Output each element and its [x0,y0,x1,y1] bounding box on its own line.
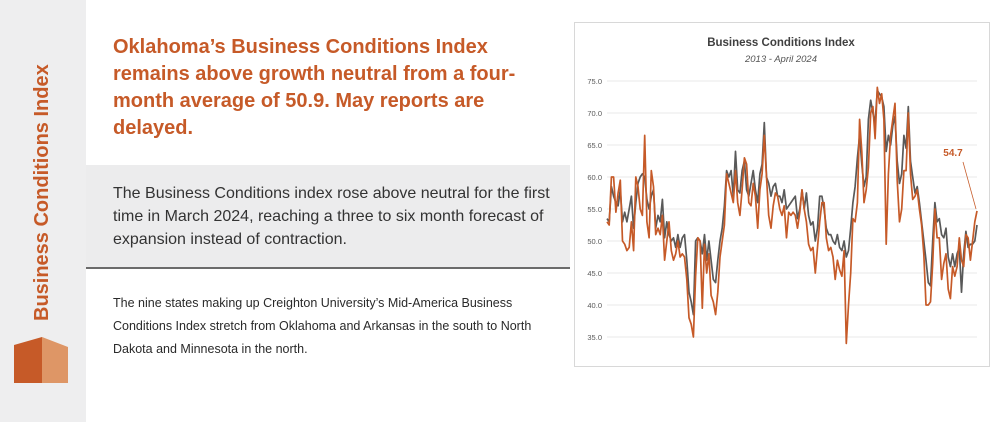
y-tick-label: 65.0 [587,141,602,150]
grid-lines [607,80,977,338]
y-tick-label: 75.0 [587,77,602,86]
chart-container: Business Conditions Index 2013 - April 2… [574,22,990,367]
headline-text-start: Oklahoma’s Business Conditions Index rem… [113,36,516,112]
headline-text-end: . May reports are delayed. [113,90,485,139]
series-line-2 [606,86,978,345]
callout-text: The Business Conditions index rose above… [113,185,550,248]
headline: Oklahoma’s Business Conditions Index rem… [113,34,553,142]
sidebar: Business Conditions Index [0,0,86,422]
y-tick-label: 60.0 [587,173,602,182]
annotation-layer: 54.7 [943,148,977,210]
y-axis-ticks: 75.0 70.0 65.0 60.0 55.0 50.0 45.0 40.0 35.0 [587,77,602,342]
headline-average-value: 50.9 [285,90,325,112]
y-tick-label: 55.0 [587,205,602,214]
chart-subtitle: 2013 - April 2024 [744,54,817,65]
y-tick-label: 70.0 [587,109,602,118]
brand-logo-icon [14,337,68,383]
chart-title: Business Conditions Index [707,37,855,49]
y-tick-label: 45.0 [587,269,602,278]
callout-box: The Business Conditions index rose above… [86,165,570,269]
business-conditions-chart: Business Conditions Index 2013 - April 2… [587,37,978,345]
annotation-label: 54.7 [943,148,963,159]
y-tick-label: 40.0 [587,301,602,310]
sidebar-title: Business Conditions Index [31,64,53,321]
series-lines [606,86,978,345]
y-tick-label: 35.0 [587,333,602,342]
body-paragraph: The nine states making up Creighton Univ… [113,296,532,356]
series-line-1 [606,89,978,316]
annotation-leader [962,161,977,210]
y-tick-label: 50.0 [587,237,602,246]
